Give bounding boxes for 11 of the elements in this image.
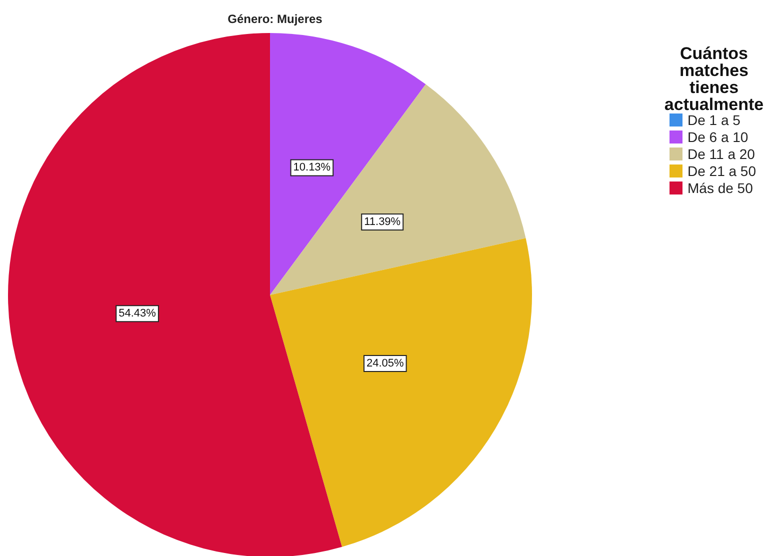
- legend-label: De 1 a 5: [688, 112, 741, 128]
- data-label: 11.39%: [364, 216, 401, 228]
- legend-label: De 21 a 50: [688, 163, 756, 179]
- data-label: 24.05%: [366, 358, 404, 370]
- data-label: 54.43%: [118, 308, 156, 320]
- legend-label: De 6 a 10: [688, 129, 748, 145]
- legend-label: Más de 50: [688, 180, 754, 196]
- legend-title: Cuántos matches tienes actualmente: [664, 44, 764, 114]
- legend-label: De 11 a 20: [688, 146, 756, 162]
- data-label: 10.13%: [293, 162, 331, 174]
- chart-title: Género: Mujeres: [228, 12, 323, 26]
